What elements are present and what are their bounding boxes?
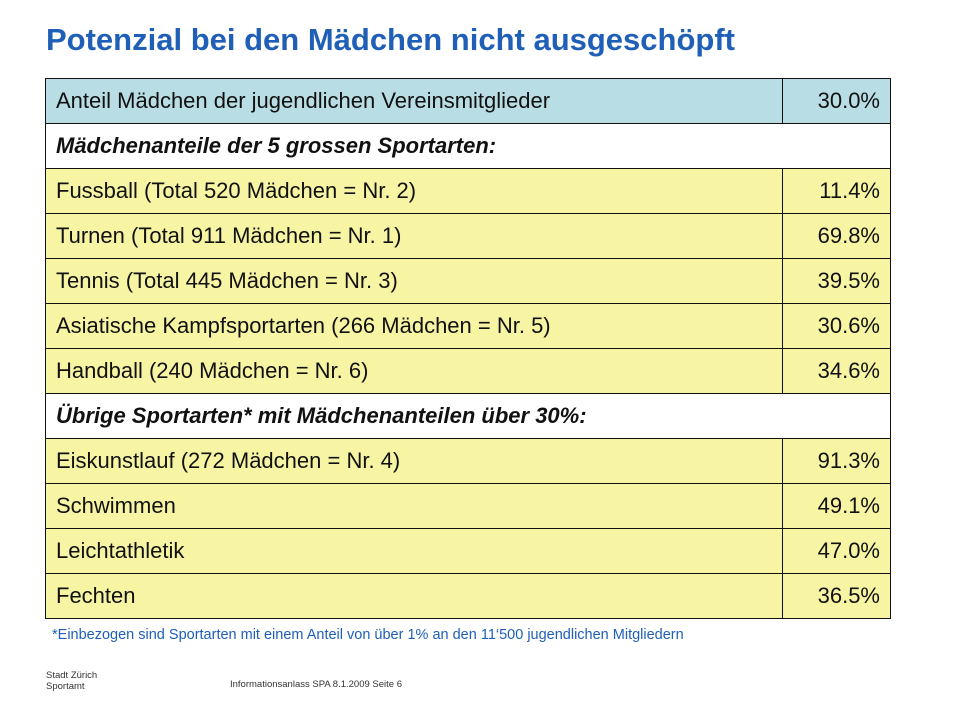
sport-share: 49.1% <box>782 483 891 529</box>
sport-label: Tennis (Total 445 Mädchen = Nr. 3) <box>45 258 783 304</box>
girls-share-table: Anteil Mädchen der jugendlichen Vereinsm… <box>45 78 891 619</box>
sport-share: 47.0% <box>782 528 891 574</box>
sport-label: Fechten <box>45 573 783 619</box>
sport-label: Schwimmen <box>45 483 783 529</box>
sport-label: Turnen (Total 911 Mädchen = Nr. 1) <box>45 213 783 259</box>
table-row: Leichtathletik 47.0% <box>45 528 891 574</box>
sport-label: Fussball (Total 520 Mädchen = Nr. 2) <box>45 168 783 214</box>
sport-label: Handball (240 Mädchen = Nr. 6) <box>45 348 783 394</box>
sport-share: 11.4% <box>782 168 891 214</box>
sport-label: Leichtathletik <box>45 528 783 574</box>
header-label: Anteil Mädchen der jugendlichen Vereinsm… <box>45 78 783 124</box>
sport-share: 30.6% <box>782 303 891 349</box>
sport-share: 69.8% <box>782 213 891 259</box>
section-row-major-sports: Mädchenanteile der 5 grossen Sportarten: <box>45 123 891 169</box>
table-row: Eiskunstlauf (272 Mädchen = Nr. 4) 91.3% <box>45 438 891 484</box>
header-value: 30.0% <box>782 78 891 124</box>
sport-label: Eiskunstlauf (272 Mädchen = Nr. 4) <box>45 438 783 484</box>
page-title: Potenzial bei den Mädchen nicht ausgesch… <box>46 22 735 57</box>
table-row: Asiatische Kampfsportarten (266 Mädchen … <box>45 303 891 349</box>
table-row: Fussball (Total 520 Mädchen = Nr. 2) 11.… <box>45 168 891 214</box>
table-header-row: Anteil Mädchen der jugendlichen Vereinsm… <box>45 78 891 124</box>
footnote: *Einbezogen sind Sportarten mit einem An… <box>52 627 684 643</box>
section-label: Mädchenanteile der 5 grossen Sportarten: <box>45 123 891 169</box>
table-row: Handball (240 Mädchen = Nr. 6) 34.6% <box>45 348 891 394</box>
section-row-other-sports: Übrige Sportarten* mit Mädchenanteilen ü… <box>45 393 891 439</box>
section-label: Übrige Sportarten* mit Mädchenanteilen ü… <box>45 393 891 439</box>
org-line-city: Stadt Zürich <box>46 670 98 681</box>
org-line-office: Sportamt <box>46 681 85 692</box>
page-info: Informationsanlass SPA 8.1.2009 Seite 6 <box>230 679 402 690</box>
table-row: Tennis (Total 445 Mädchen = Nr. 3) 39.5% <box>45 258 891 304</box>
sport-share: 91.3% <box>782 438 891 484</box>
table-row: Fechten 36.5% <box>45 573 891 619</box>
sport-share: 39.5% <box>782 258 891 304</box>
sport-share: 36.5% <box>782 573 891 619</box>
sport-share: 34.6% <box>782 348 891 394</box>
table-row: Schwimmen 49.1% <box>45 483 891 529</box>
table-row: Turnen (Total 911 Mädchen = Nr. 1) 69.8% <box>45 213 891 259</box>
sport-label: Asiatische Kampfsportarten (266 Mädchen … <box>45 303 783 349</box>
organization-label: Stadt Zürich Sportamt <box>46 670 97 692</box>
